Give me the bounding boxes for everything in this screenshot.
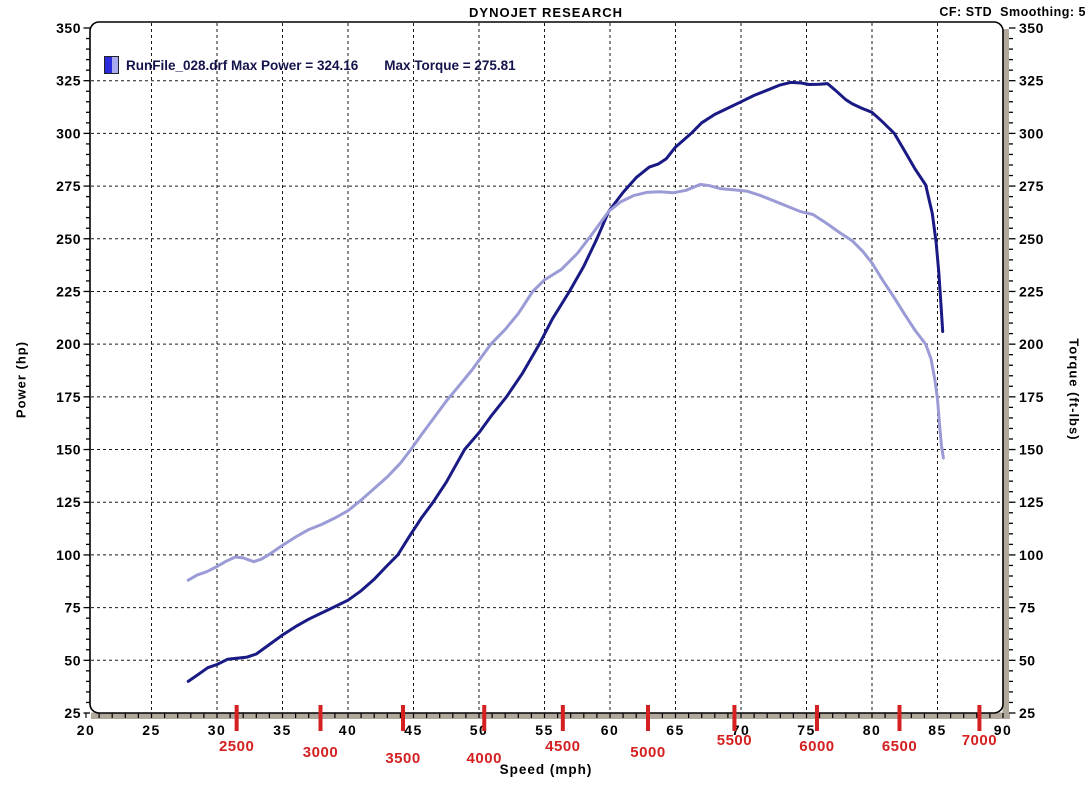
rpm-marker-label: 6500 — [882, 738, 917, 755]
x-tick-label: 65 — [666, 722, 685, 738]
x-tick-label: 20 — [77, 722, 96, 738]
rpm-marker-label: 6000 — [799, 738, 834, 755]
correction-smoothing-info: CF: STD Smoothing: 5 — [939, 5, 1086, 19]
left-axis-title: Power (hp) — [13, 340, 29, 419]
power-color-icon — [105, 57, 112, 73]
right-y-tick-label: 250 — [1019, 231, 1044, 247]
right-y-tick-label: 325 — [1019, 73, 1044, 89]
x-tick-label: 25 — [142, 722, 161, 738]
x-tick-label: 45 — [404, 722, 423, 738]
right-y-tick-label: 25 — [1019, 705, 1036, 721]
rpm-marker-label: 4000 — [467, 750, 502, 767]
left-y-tick-label: 75 — [64, 600, 81, 616]
right-y-tick-label: 50 — [1019, 652, 1036, 668]
rpm-marker-label: 4500 — [545, 738, 580, 755]
right-y-tick-label: 200 — [1019, 336, 1044, 352]
legend-run-max-power: RunFile_028.drf Max Power = 324.16 — [126, 57, 359, 73]
right-axis-bar — [1002, 29, 1009, 719]
x-tick-label: 85 — [928, 722, 947, 738]
bottom-axis-bar — [91, 712, 1010, 719]
left-y-tick-label: 350 — [56, 20, 81, 36]
left-y-tick-label: 300 — [56, 125, 81, 141]
right-axis-title: Torque (ft-lbs) — [1066, 338, 1082, 441]
rpm-marker-label: 5000 — [630, 744, 665, 761]
left-y-tick-label: 325 — [56, 73, 81, 89]
left-y-tick-label: 275 — [56, 178, 81, 194]
left-y-tick-label: 125 — [56, 494, 81, 510]
plot-frame — [89, 21, 1004, 714]
rpm-marker-label: 5500 — [717, 732, 752, 749]
left-y-tick-label: 25 — [64, 705, 81, 721]
x-tick-label: 40 — [339, 722, 358, 738]
x-axis-title: Speed (mph) — [499, 762, 593, 777]
right-y-tick-label: 350 — [1019, 20, 1044, 36]
right-y-tick-label: 300 — [1019, 125, 1044, 141]
left-y-tick-label: 225 — [56, 283, 81, 299]
x-tick-label: 30 — [208, 722, 227, 738]
right-y-tick-label: 225 — [1019, 283, 1044, 299]
right-y-tick-label: 275 — [1019, 178, 1044, 194]
left-y-tick-label: 200 — [56, 336, 81, 352]
rpm-marker-label: 7000 — [962, 732, 997, 749]
chart-title: DYNOJET RESEARCH — [469, 5, 623, 20]
torque-curve — [186, 182, 945, 582]
rpm-marker-label: 3000 — [303, 744, 338, 761]
x-tick-label: 55 — [535, 722, 554, 738]
x-tick-label: 35 — [273, 722, 292, 738]
right-y-tick-label: 150 — [1019, 442, 1044, 458]
x-tick-label: 90 — [994, 722, 1013, 738]
right-y-tick-label: 125 — [1019, 494, 1044, 510]
left-y-tick-label: 100 — [56, 547, 81, 563]
legend: RunFile_028.drf Max Power = 324.16 Max T… — [104, 56, 516, 74]
x-tick-label: 60 — [601, 722, 620, 738]
right-y-tick-label: 75 — [1019, 600, 1036, 616]
left-y-tick-label: 250 — [56, 231, 81, 247]
power-curve — [186, 80, 945, 683]
left-y-tick-label: 50 — [64, 652, 81, 668]
run-color-swatch-icon — [104, 56, 119, 74]
left-y-tick-label: 175 — [56, 389, 81, 405]
torque-color-icon — [111, 57, 118, 73]
rpm-marker-label: 2500 — [219, 738, 254, 755]
right-y-tick-label: 175 — [1019, 389, 1044, 405]
left-y-tick-label: 150 — [56, 442, 81, 458]
x-tick-label: 80 — [863, 722, 882, 738]
legend-max-torque: Max Torque = 275.81 — [384, 57, 516, 73]
rpm-marker-label: 3500 — [385, 750, 420, 767]
right-y-tick-label: 100 — [1019, 547, 1044, 563]
x-tick-label: 75 — [797, 722, 816, 738]
